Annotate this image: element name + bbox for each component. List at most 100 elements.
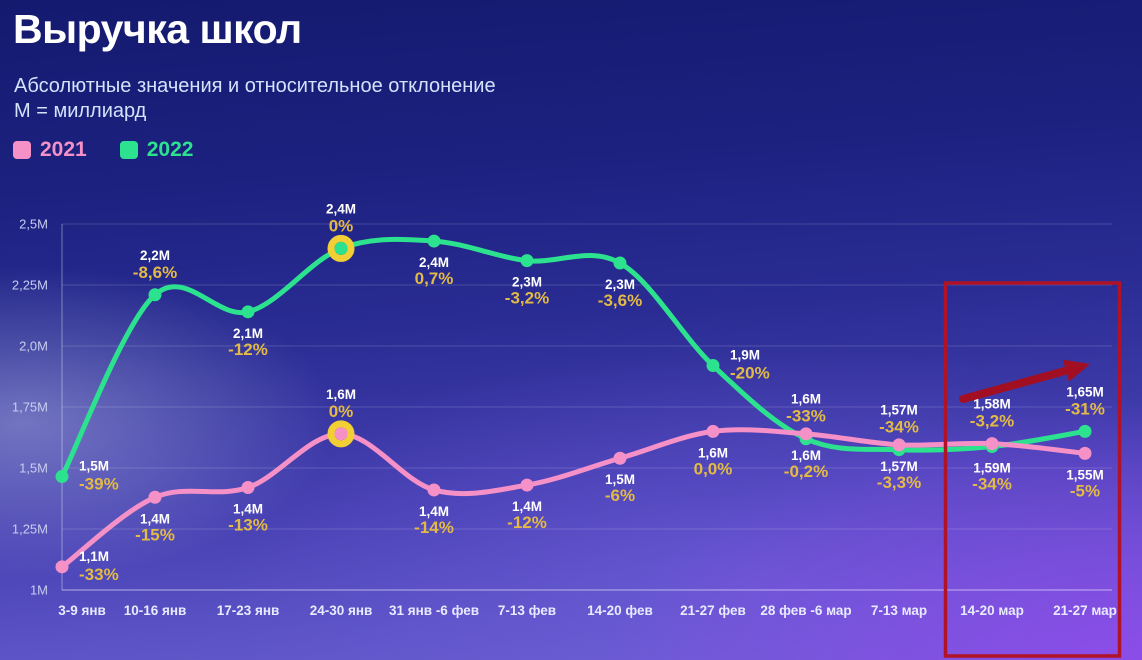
data-point-2021[interactable] [799,427,813,441]
value-label: 1,4M [419,504,449,519]
legend-label-2021: 2021 [40,138,87,161]
data-point-2021[interactable] [520,478,534,492]
value-label: 2,2M [140,248,170,263]
value-label: 2,3M [512,275,542,290]
deviation-label: 0,0% [694,459,733,478]
value-label: 2,1M [233,326,263,341]
x-tick-label: 31 янв -6 фев [389,603,479,618]
deviation-label: -3,2% [505,289,549,308]
value-label: 1,6M [791,392,821,407]
data-point-2022[interactable] [613,256,627,270]
y-tick-label: 2,5M [19,217,48,232]
data-point-2021[interactable] [985,437,999,451]
deviation-label: -0,2% [784,462,828,481]
data-point-2022[interactable] [1078,424,1092,438]
data-point-2021[interactable] [241,481,255,495]
trend-arrow-head-icon [1062,359,1090,382]
data-point-2021[interactable] [55,560,69,574]
data-point-2021[interactable] [706,424,720,438]
value-label: 1,6M [791,448,821,463]
x-tick-label: 21-27 фев [680,603,746,618]
value-label: 1,5M [605,472,635,487]
x-tick-label: 21-27 мар [1053,603,1117,618]
value-label: 1,4M [140,511,170,526]
y-tick-label: 1M [30,583,48,598]
x-tick-label: 28 фев -6 мар [760,603,851,618]
x-tick-label: 3-9 янв [58,603,106,618]
legend-swatch-2021-icon [13,141,31,159]
deviation-label: -15% [135,525,175,544]
legend-label-2022: 2022 [146,138,194,161]
x-tick-label: 7-13 фев [498,603,556,618]
subtitle: Абсолютные значения и относительное откл… [14,75,496,97]
value-label: 2,4M [326,201,356,216]
value-label: 2,3M [605,277,635,292]
deviation-label: -20% [730,364,770,383]
page-title: Выручка школ [13,6,302,52]
legend-item-2022[interactable]: 2022 [119,138,194,162]
value-label: 1,6M [326,387,356,402]
unit-note: М = миллиард [14,100,147,122]
deviation-label: -34% [972,475,1012,494]
deviation-label: 0% [329,402,354,421]
x-tick-label: 7-13 мар [871,603,927,618]
deviation-label: -31% [1065,399,1105,418]
deviation-label: -12% [507,513,547,532]
value-label: 1,55M [1066,467,1104,482]
value-label: 1,4M [512,499,542,514]
legend-item-2021[interactable]: 2021 [13,138,87,162]
y-tick-label: 1,5M [19,461,48,476]
deviation-label: -12% [228,340,268,359]
data-point-2021[interactable] [148,490,162,504]
data-point-2022[interactable] [334,241,348,255]
data-point-2021[interactable] [427,483,441,497]
value-label: 1,1M [79,549,109,564]
value-label: 1,6M [698,445,728,460]
deviation-label: -3,3% [877,473,921,492]
data-point-2021[interactable] [613,451,627,465]
deviation-label: -13% [228,516,268,535]
series-line-2022 [59,236,1088,480]
data-point-2021[interactable] [334,427,348,441]
deviation-label: -33% [786,407,826,426]
data-point-2021[interactable] [892,438,906,452]
y-tick-label: 1,75M [12,400,48,415]
data-point-2022[interactable] [148,288,162,302]
value-label: 1,9M [730,348,760,363]
deviation-label: -33% [79,565,119,584]
trend-arrow [959,366,1070,403]
x-tick-label: 24-30 янв [310,603,373,618]
deviation-label: -3,6% [598,291,642,310]
y-tick-label: 2,0M [19,339,48,354]
highlight-box [943,281,1122,658]
data-point-2022[interactable] [427,234,441,248]
data-point-2022[interactable] [241,305,255,319]
deviation-label: -39% [79,475,119,494]
value-label: 1,59M [973,461,1011,476]
x-tick-label: 14-20 мар [960,603,1024,618]
legend-swatch-2022-icon [119,141,138,159]
highlight-ring [327,234,355,262]
value-label: 1,57M [880,459,918,474]
x-tick-label: 17-23 янв [217,603,280,618]
x-tick-label: 10-16 янв [124,603,187,618]
data-point-2022[interactable] [706,359,720,373]
deviation-label: 0% [329,216,354,235]
value-label: 1,5M [79,459,109,474]
highlight-ring [327,420,355,448]
deviation-label: -6% [605,486,635,505]
deviation-label: -5% [1070,481,1100,500]
y-tick-label: 1,25M [12,522,48,537]
value-label: 1,57M [880,403,918,418]
data-point-2022[interactable] [520,254,534,268]
legend: 2021 2022 [13,138,193,162]
deviation-label: -34% [879,418,919,437]
data-point-2021[interactable] [1078,446,1092,460]
value-label: 2,4M [419,255,449,270]
data-point-2022[interactable] [55,470,69,484]
x-tick-label: 14-20 фев [587,603,653,618]
deviation-label: 0,7% [415,269,454,288]
value-label: 1,4M [233,502,263,517]
deviation-label: -14% [414,518,454,537]
